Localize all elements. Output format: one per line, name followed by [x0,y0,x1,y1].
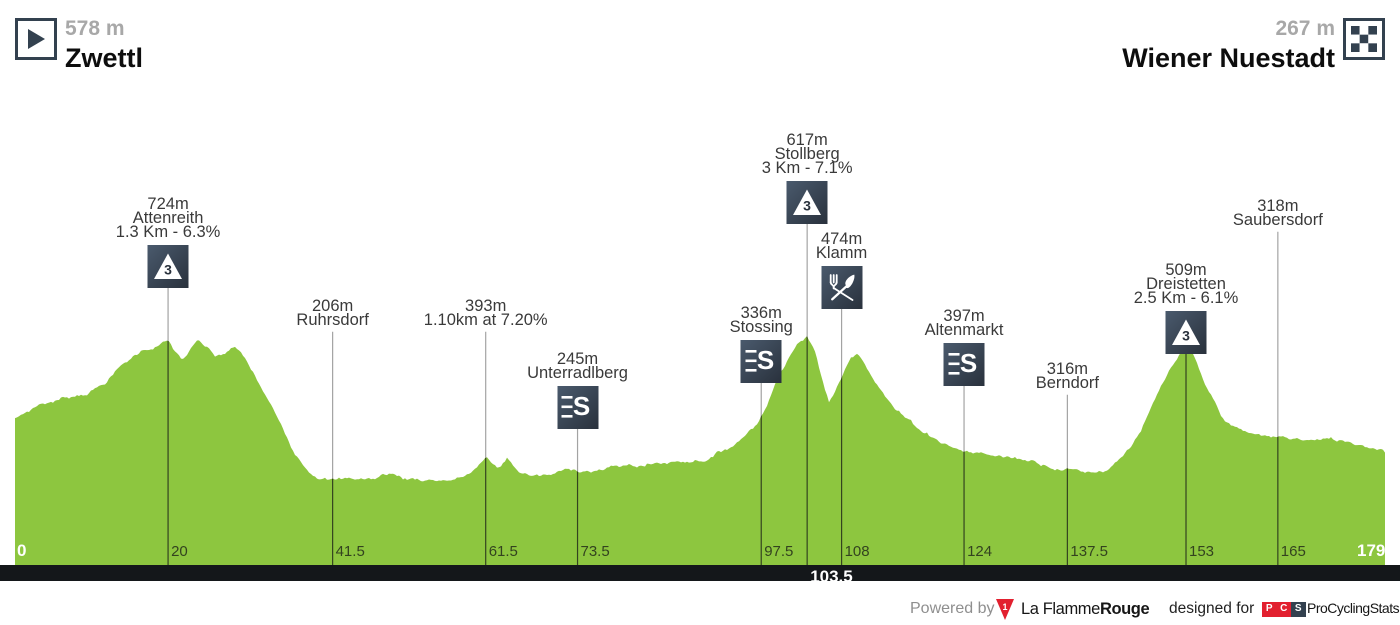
svg-text:1: 1 [1002,602,1007,612]
